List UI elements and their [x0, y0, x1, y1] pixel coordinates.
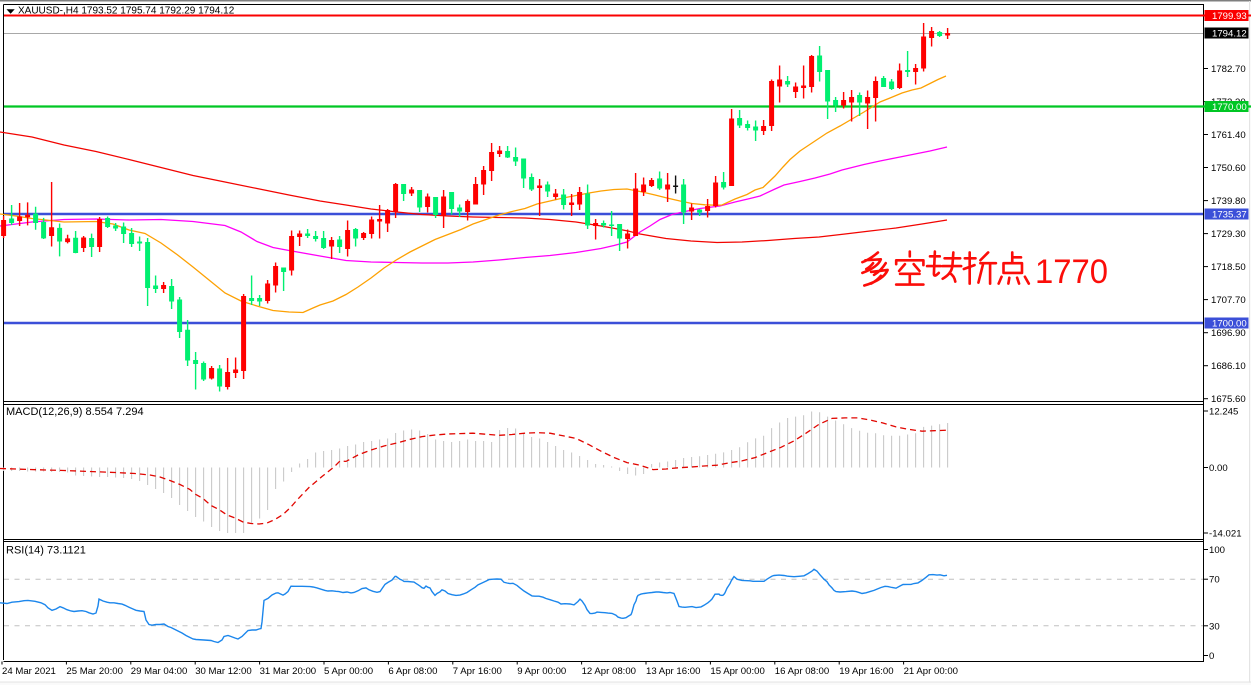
svg-text:16 Apr 08:00: 16 Apr 08:00	[775, 666, 829, 677]
svg-text:5 Apr 00:00: 5 Apr 00:00	[324, 666, 373, 677]
svg-text:70: 70	[1209, 575, 1220, 586]
svg-text:12.245: 12.245	[1209, 407, 1238, 418]
svg-text:0.00: 0.00	[1209, 463, 1228, 474]
svg-text:1761.40: 1761.40	[1211, 130, 1246, 141]
svg-text:9 Apr 00:00: 9 Apr 00:00	[517, 666, 566, 677]
svg-text:6 Apr 08:00: 6 Apr 08:00	[388, 666, 437, 677]
svg-text:RSI(14) 73.1121: RSI(14) 73.1121	[6, 545, 86, 557]
svg-text:MACD(12,26,9) 8.554 7.294: MACD(12,26,9) 8.554 7.294	[6, 406, 144, 418]
svg-text:1675.60: 1675.60	[1211, 394, 1246, 405]
svg-text:30: 30	[1209, 621, 1220, 632]
svg-text:24 Mar 2021: 24 Mar 2021	[2, 666, 56, 677]
svg-text:19 Apr 16:00: 19 Apr 16:00	[839, 666, 893, 677]
svg-text:15 Apr 00:00: 15 Apr 00:00	[710, 666, 764, 677]
svg-text:1696.90: 1696.90	[1211, 328, 1246, 339]
svg-text:1782.70: 1782.70	[1211, 64, 1246, 75]
svg-text:1750.60: 1750.60	[1211, 163, 1246, 174]
svg-text:1718.50: 1718.50	[1211, 262, 1246, 273]
svg-text:XAUUSD-,H4 1793.52 1795.74 17: XAUUSD-,H4 1793.52 1795.74 1792.29 1794.…	[18, 6, 235, 17]
svg-text:13 Apr 16:00: 13 Apr 16:00	[646, 666, 700, 677]
svg-text:1794.12: 1794.12	[1212, 29, 1247, 40]
svg-text:25 Mar 20:00: 25 Mar 20:00	[66, 666, 123, 677]
svg-text:29 Mar 04:00: 29 Mar 04:00	[131, 666, 188, 677]
svg-text:12 Apr 08:00: 12 Apr 08:00	[582, 666, 636, 677]
svg-text:0: 0	[1209, 651, 1214, 662]
svg-text:1729.30: 1729.30	[1211, 229, 1246, 240]
svg-text:1686.10: 1686.10	[1211, 361, 1246, 372]
svg-text:1770: 1770	[1035, 253, 1108, 291]
svg-text:1739.80: 1739.80	[1211, 196, 1246, 207]
svg-text:1770.00: 1770.00	[1212, 102, 1247, 113]
svg-text:30 Mar 12:00: 30 Mar 12:00	[195, 666, 252, 677]
svg-text:7 Apr 16:00: 7 Apr 16:00	[453, 666, 502, 677]
svg-text:1700.00: 1700.00	[1212, 319, 1247, 330]
svg-text:31 Mar 20:00: 31 Mar 20:00	[260, 666, 317, 677]
svg-text:100: 100	[1209, 545, 1225, 556]
svg-text:1799.93: 1799.93	[1212, 11, 1247, 22]
svg-text:1735.37: 1735.37	[1212, 210, 1247, 221]
svg-text:-14.021: -14.021	[1209, 529, 1242, 540]
svg-text:1707.70: 1707.70	[1211, 295, 1246, 306]
svg-text:21 Apr 00:00: 21 Apr 00:00	[904, 666, 958, 677]
